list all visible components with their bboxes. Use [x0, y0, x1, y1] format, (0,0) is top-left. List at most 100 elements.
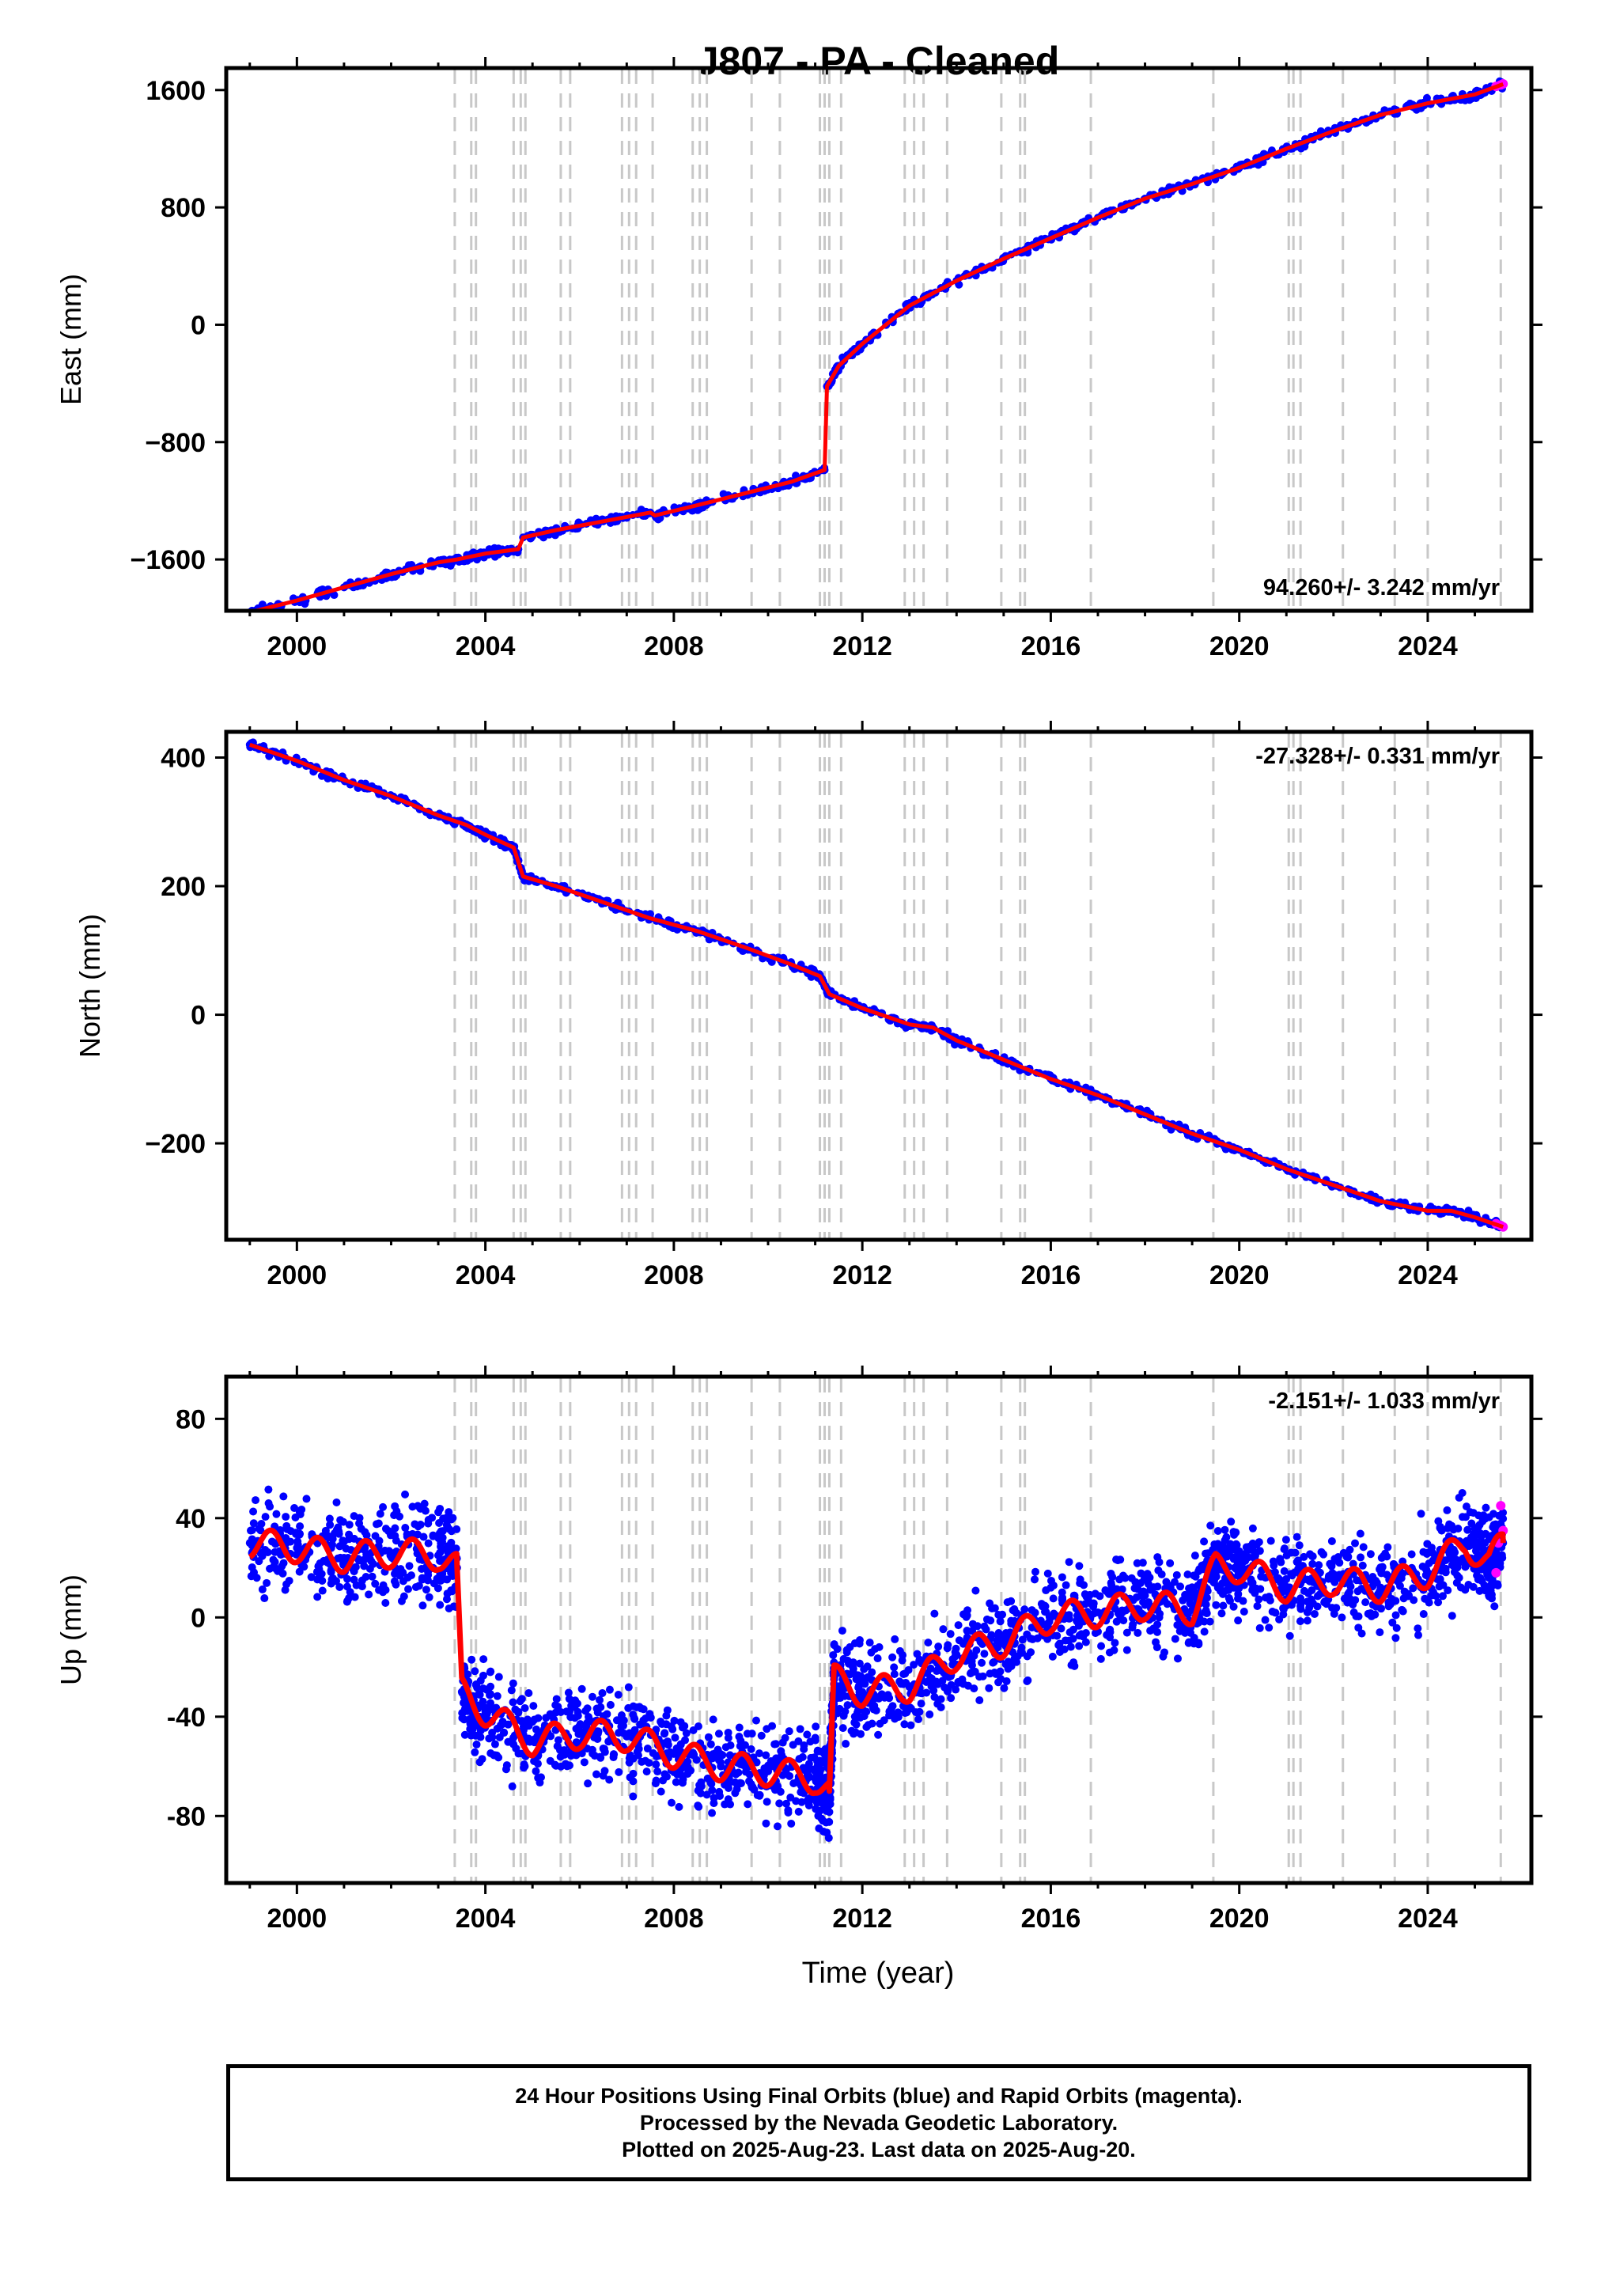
data-point [1023, 1677, 1031, 1685]
data-point [476, 1733, 485, 1741]
data-point [405, 1562, 414, 1570]
event-lines [453, 70, 1502, 609]
data-point [663, 1706, 672, 1714]
data-point [532, 1725, 541, 1733]
data-point [604, 1737, 613, 1746]
plot-frame [224, 1374, 1534, 1885]
x-tick-label: 2000 [267, 1904, 327, 1934]
data-point [623, 1732, 631, 1741]
data-point [747, 1779, 755, 1788]
data-point [1487, 1580, 1496, 1589]
data-point [962, 1612, 971, 1621]
data-point [1429, 1548, 1437, 1557]
data-point [1093, 1608, 1102, 1617]
data-point [652, 1760, 660, 1769]
data-point [327, 1575, 336, 1584]
data-point [605, 1775, 614, 1784]
data-point [571, 1696, 580, 1705]
y-axis: 400 200 0 −200 [145, 744, 1542, 1159]
data-point [1189, 1586, 1198, 1594]
data-point [645, 1759, 653, 1767]
data-point [1251, 1584, 1260, 1593]
data-point [1234, 1589, 1243, 1598]
data-point [1133, 1559, 1141, 1567]
data-point [980, 1650, 989, 1658]
data-point [617, 1722, 626, 1731]
data-point [1330, 1609, 1338, 1618]
data-point [825, 1808, 834, 1817]
data-point [606, 1700, 615, 1709]
data-point [343, 1574, 352, 1583]
data-point [1280, 1544, 1289, 1553]
data-point [518, 1717, 527, 1726]
data-point [642, 1767, 651, 1776]
data-point [467, 1655, 476, 1664]
data-point [1031, 1608, 1039, 1617]
data-point [392, 1580, 400, 1589]
data-point [520, 1762, 529, 1771]
data-point [1326, 1559, 1334, 1568]
data-point [996, 1617, 1005, 1626]
data-point [416, 1504, 425, 1513]
data-point [873, 1654, 882, 1663]
data-point [971, 1586, 980, 1595]
data-point [874, 1730, 883, 1739]
data-point [1134, 1628, 1142, 1637]
x-tick-label: 2020 [1209, 1260, 1270, 1290]
data-point [1235, 1563, 1243, 1572]
x-tick-label: 2012 [832, 631, 892, 661]
data-point [978, 1672, 987, 1680]
data-point [626, 1751, 634, 1760]
data-point [1047, 1576, 1055, 1585]
data-point [330, 1529, 339, 1538]
data-point [1070, 1661, 1079, 1670]
data-point [272, 1510, 281, 1518]
y-tick-label: 200 [161, 872, 206, 902]
data-point [1285, 1631, 1294, 1640]
data-point [812, 1805, 820, 1813]
data-point [1304, 1589, 1312, 1597]
data-point [1383, 1543, 1392, 1552]
data-point [1000, 1684, 1009, 1692]
data-point [1391, 1634, 1400, 1642]
data-point [1461, 1539, 1470, 1548]
data-point [1452, 1578, 1461, 1587]
data-point [938, 1677, 947, 1685]
data-point [1392, 1623, 1401, 1632]
data-point [437, 1575, 446, 1584]
data-point [368, 1572, 377, 1581]
panel-east: 2000 2004 2008 2012 2016 2020 2024 1600 800 0 −800… [55, 57, 1542, 661]
data-point [479, 1655, 488, 1664]
data-point [963, 1681, 972, 1690]
data-point [1190, 1634, 1198, 1642]
data-point [944, 1685, 952, 1694]
rapid-point [1496, 1501, 1506, 1511]
data-point [1200, 1537, 1209, 1546]
data-point [1018, 1635, 1027, 1644]
data-point [1176, 1582, 1185, 1591]
data-point [461, 1699, 470, 1708]
data-point [917, 1699, 925, 1708]
data-point [975, 1696, 984, 1705]
data-point [437, 1527, 445, 1536]
data-point [1357, 1629, 1366, 1638]
x-tick-label: 2008 [644, 1260, 704, 1290]
data-point [1315, 1590, 1324, 1599]
data-point [486, 1682, 495, 1691]
data-point [1417, 1510, 1425, 1518]
data-point [1346, 1594, 1354, 1603]
data-point [365, 1564, 374, 1573]
data-point [732, 1785, 741, 1794]
data-point [811, 1775, 819, 1783]
data-point [702, 1790, 711, 1799]
x-tick-label: 2004 [456, 1260, 516, 1290]
x-tick-label: 2020 [1209, 631, 1270, 661]
model-line [249, 82, 1504, 611]
data-point [660, 1729, 669, 1737]
data-point [1444, 1586, 1452, 1595]
data-point [689, 1751, 698, 1760]
data-point [1462, 1502, 1470, 1511]
data-point [507, 1686, 516, 1695]
data-point [937, 1703, 945, 1711]
data-point [392, 1507, 401, 1516]
